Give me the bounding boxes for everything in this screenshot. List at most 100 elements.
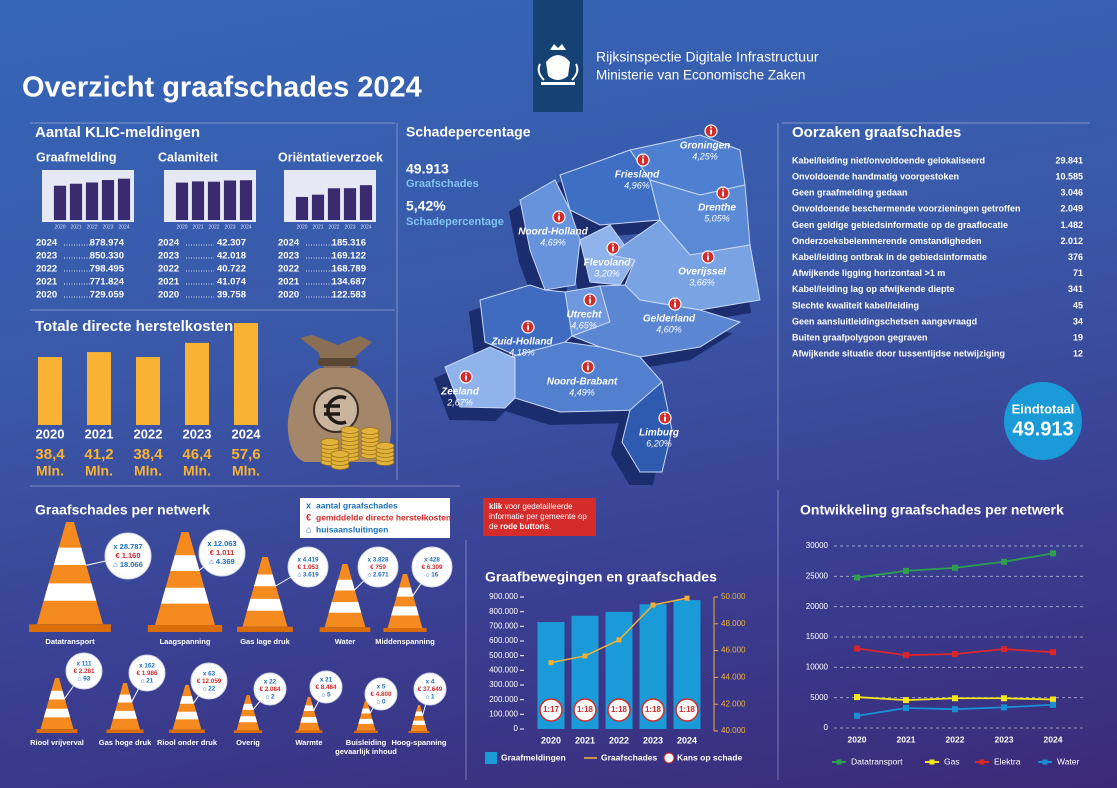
value: 28.787 [120, 542, 143, 551]
bubble [128, 654, 166, 692]
value-label: 41.074 [217, 277, 247, 288]
odds-label: 1:18 [645, 705, 662, 714]
marker [582, 653, 588, 659]
cause: Geen graafmelding gedaan [792, 188, 908, 198]
province-name: Flevoland [584, 258, 632, 269]
separators [30, 122, 1090, 780]
y-tick-label: 500.000 [489, 651, 518, 660]
marker [854, 694, 860, 701]
value: 2.671 [373, 571, 389, 578]
bar [53, 185, 67, 220]
cone-body [242, 557, 288, 627]
odds-circle [675, 698, 699, 722]
x-tick-label: 2021 [70, 224, 81, 230]
cone-base [319, 627, 371, 632]
info-button[interactable] [606, 241, 620, 255]
button-dot [558, 212, 560, 215]
year: 2021 [158, 277, 180, 288]
year: 2023 [278, 251, 299, 262]
info-button[interactable] [668, 297, 682, 311]
value-label: 729.059 [90, 290, 124, 301]
cause: Onvoldoende handmatig voorgestoken [792, 171, 959, 181]
x-tick-label: 2024 [677, 735, 697, 745]
value: 93 [83, 675, 91, 682]
section-title: Aantal KLIC-meldingen [35, 124, 200, 141]
x-tick-label: 2022 [328, 224, 339, 230]
cone-body [236, 695, 260, 731]
cone-base [408, 731, 430, 733]
button-glyph [710, 129, 712, 135]
unit: Mln. [183, 463, 211, 479]
bubble-line: x 111 [76, 660, 92, 667]
bubble-line: x 21 [320, 676, 333, 683]
x-tick-label: 2020 [541, 735, 561, 745]
info-button[interactable] [716, 186, 730, 200]
province-name: Utrecht [566, 310, 602, 321]
province-value: 6,20% [646, 438, 672, 448]
x-tick-label: 2023 [344, 224, 355, 230]
button-dot [674, 299, 676, 302]
x-tick-label: 2022 [134, 426, 163, 441]
info-button[interactable] [552, 210, 566, 224]
info-button[interactable] [459, 370, 473, 384]
cone: x 3.828€ 759⌂ 2.671 [319, 546, 399, 632]
value-label: 798.495 [90, 264, 125, 275]
cone-base [36, 729, 78, 733]
cone-base [147, 625, 223, 632]
bubble-line: ⌂ 5 [321, 691, 331, 698]
x-tick-label: 2020 [848, 734, 867, 744]
value: 37.649 [423, 686, 443, 693]
cone-base [295, 730, 323, 733]
value: 12.059 [202, 678, 222, 685]
province [519, 179, 581, 291]
cone-stripe [335, 579, 355, 591]
stat: 5,42% [406, 198, 446, 214]
info-button[interactable] [583, 293, 597, 307]
province-value: 3,66% [689, 277, 715, 287]
info-button[interactable] [636, 153, 650, 167]
y-tick-label: 0 [514, 724, 519, 733]
bubble-line: ⌂ 3.619 [297, 571, 319, 578]
info-button[interactable] [701, 250, 715, 264]
odds-label: 1:18 [611, 705, 628, 714]
legend-text: gemiddelde directe herstelkosten [316, 512, 451, 522]
year: 2024 [278, 238, 300, 249]
info-button[interactable] [521, 320, 535, 334]
year: 2022 [158, 264, 179, 275]
x-tick-label: 2021 [575, 735, 595, 745]
value: 4.800 [376, 691, 392, 698]
cause: Onvoldoende beschermende voorzieningen g… [792, 204, 1021, 214]
cone: x 22€ 2.084⌂ 2 [233, 672, 287, 733]
bubble [411, 546, 453, 588]
button-dot [589, 295, 591, 298]
info-button[interactable] [658, 411, 672, 425]
province-value: 4,25% [692, 151, 718, 161]
bubble-line: x 4 [426, 678, 435, 685]
y-tick-label: 15000 [806, 632, 829, 641]
value: 1.011 [216, 548, 234, 557]
symbol: x [207, 539, 212, 548]
value-label: 134.687 [332, 277, 366, 288]
info-button[interactable] [704, 124, 718, 138]
symbol: € [421, 564, 425, 571]
bubble-line: x 162 [139, 662, 155, 669]
cone: x 428€ 6.309⌂ 16 [383, 546, 453, 632]
marker [1050, 696, 1056, 703]
y-tick-label: 300.000 [489, 680, 518, 689]
y2-tick-label: 50.000 [721, 592, 746, 601]
x-tick-label: 2023 [102, 224, 113, 230]
cone-stripe [361, 708, 371, 714]
cone-stripe [170, 555, 200, 572]
bubble-line: x 28.787 [113, 542, 142, 551]
cone: x 63€ 12.059⌂ 22 [169, 662, 228, 733]
value: 21 [325, 676, 333, 683]
symbol: x [76, 660, 80, 667]
cone-stripe [113, 710, 137, 719]
total-circle [1004, 382, 1082, 460]
province-name: Gelderland [643, 314, 696, 325]
info-button[interactable] [581, 360, 595, 374]
cone-stripe [414, 711, 424, 716]
bag-tie [318, 358, 358, 366]
legend-symbol: ⌂ [306, 524, 311, 534]
value: 5 [327, 691, 331, 698]
